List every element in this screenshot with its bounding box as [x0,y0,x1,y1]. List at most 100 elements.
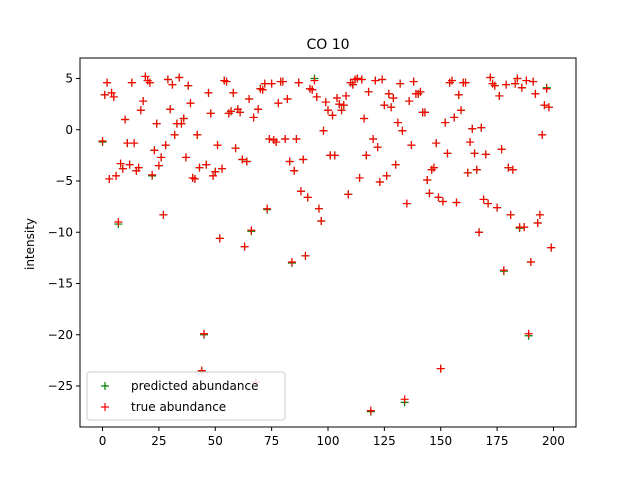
data-point [285,157,294,166]
data-point [472,165,481,174]
data-point [438,197,447,206]
data-point [303,193,312,202]
y-tick-label: −5 [55,174,73,188]
y-axis-label: intensity [23,218,37,270]
data-point [229,88,238,97]
data-point [112,171,121,180]
x-tick-label: 150 [429,434,452,448]
data-point [278,77,287,86]
data-point [511,79,520,88]
data-point [181,153,190,162]
data-point [139,97,148,106]
data-point [497,145,506,154]
data-point [328,111,337,120]
data-point [294,78,303,87]
data-point [272,138,281,147]
data-point [396,79,405,88]
data-point [296,187,305,196]
data-point [263,204,272,213]
data-point [258,85,267,94]
data-point [202,160,211,169]
data-point [166,105,175,114]
data-point [177,119,186,128]
data-point [493,203,502,212]
data-point [227,107,236,116]
data-point [466,138,475,147]
x-tick-label: 75 [264,434,279,448]
data-point [457,106,466,115]
data-point [360,114,369,123]
x-tick-label: 100 [317,434,340,448]
legend-marker [101,403,109,411]
data-point [547,243,556,252]
data-point [425,189,434,198]
data-point [522,76,531,85]
data-point [393,118,402,127]
legend-marker [101,382,109,390]
data-point [423,175,432,184]
data-point [130,139,139,148]
data-point [375,178,384,187]
data-point [342,91,351,100]
data-point [168,80,177,89]
data-point [292,134,301,143]
data-point [109,92,118,101]
data-point [481,150,490,159]
y-tick-label: −15 [48,277,73,291]
data-point [287,257,296,266]
data-point [389,93,398,102]
data-point [400,395,409,404]
data-point [538,130,547,139]
data-point [434,193,443,202]
data-point [443,149,452,158]
data-point [218,164,227,173]
data-point [238,155,247,164]
x-tick-label: 25 [151,434,166,448]
data-point [448,76,456,85]
data-point [100,90,109,99]
x-tick-label: 0 [99,434,107,448]
data-point [195,163,204,172]
data-point [123,139,132,148]
data-point [353,74,362,83]
data-point [324,106,332,115]
plot-frame [79,57,577,428]
data-point [416,87,425,96]
data-point [121,115,130,124]
legend-label: predicted abundance [131,379,258,393]
data-point [105,174,114,183]
data-point [499,266,508,275]
data-point [190,174,199,183]
data-point [355,173,364,182]
data-point [141,72,150,81]
data-point [148,170,157,179]
series-true [98,72,556,415]
data-point [335,100,344,109]
x-axis: 0 25 50 75 100 125 150 175 200 [99,427,565,448]
data-point [378,75,387,84]
data-point [301,251,310,260]
data-point [506,210,515,219]
data-point [407,141,416,150]
data-point [540,101,549,110]
data-point [179,114,188,123]
data-point [107,88,116,97]
data-point [339,101,348,110]
data-point [461,78,470,87]
data-point [209,171,218,180]
data-point [402,199,411,208]
data-point [317,216,326,225]
data-point [274,99,283,108]
data-point [236,108,245,117]
x-tick-label: 125 [373,434,396,448]
data-point [369,134,378,143]
data-point [357,75,366,84]
data-point [281,134,290,143]
data-point [542,84,551,93]
data-point [134,163,143,172]
data-point [429,163,438,172]
data-point [215,234,224,243]
data-point [502,80,511,89]
data-point [150,146,159,155]
data-point [524,329,533,338]
